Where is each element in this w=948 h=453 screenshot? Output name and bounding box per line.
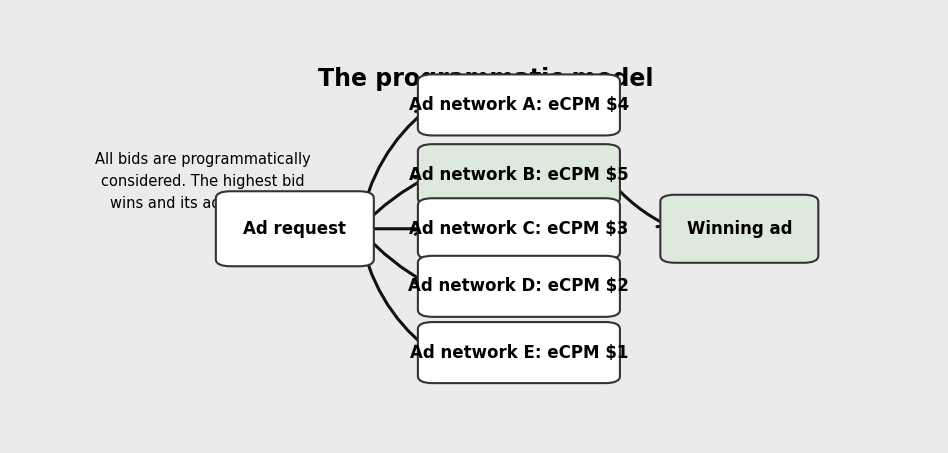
Text: Ad network A: eCPM $4: Ad network A: eCPM $4 <box>409 96 629 114</box>
FancyBboxPatch shape <box>418 198 620 259</box>
Text: Winning ad: Winning ad <box>686 220 793 238</box>
FancyBboxPatch shape <box>418 144 620 205</box>
Text: Ad network E: eCPM $1: Ad network E: eCPM $1 <box>410 343 629 361</box>
FancyBboxPatch shape <box>418 74 620 135</box>
Text: Ad network C: eCPM $3: Ad network C: eCPM $3 <box>410 220 629 238</box>
FancyBboxPatch shape <box>661 195 818 263</box>
Text: All bids are programmatically
considered. The highest bid
wins and its ad is ser: All bids are programmatically considered… <box>95 152 311 212</box>
FancyBboxPatch shape <box>216 191 374 266</box>
Text: Ad request: Ad request <box>244 220 346 238</box>
Text: Ad network D: eCPM $2: Ad network D: eCPM $2 <box>409 277 629 295</box>
Text: Ad network B: eCPM $5: Ad network B: eCPM $5 <box>410 166 629 184</box>
Text: The programmatic model: The programmatic model <box>319 67 653 91</box>
FancyBboxPatch shape <box>418 322 620 383</box>
FancyBboxPatch shape <box>418 256 620 317</box>
